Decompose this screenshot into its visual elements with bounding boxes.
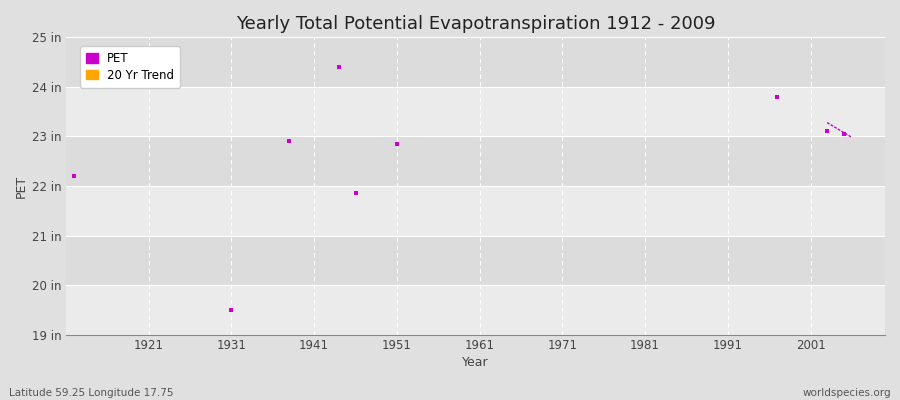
- Legend: PET, 20 Yr Trend: PET, 20 Yr Trend: [80, 46, 180, 88]
- Text: worldspecies.org: worldspecies.org: [803, 388, 891, 398]
- Bar: [66, 87, 885, 136]
- Bar: [66, 37, 885, 87]
- Y-axis label: PET: PET: [15, 174, 28, 198]
- Point: [836, 131, 850, 137]
- Title: Yearly Total Potential Evapotranspiration 1912 - 2009: Yearly Total Potential Evapotranspiratio…: [236, 15, 716, 33]
- Point: [224, 307, 238, 313]
- Bar: [66, 285, 885, 335]
- Point: [770, 94, 785, 100]
- Point: [141, 69, 156, 75]
- X-axis label: Year: Year: [463, 356, 489, 369]
- Point: [67, 173, 81, 179]
- Point: [332, 64, 347, 70]
- Bar: [66, 136, 885, 186]
- Point: [348, 190, 363, 197]
- Point: [820, 128, 834, 135]
- Point: [282, 138, 296, 145]
- Bar: [66, 186, 885, 236]
- Text: Latitude 59.25 Longitude 17.75: Latitude 59.25 Longitude 17.75: [9, 388, 174, 398]
- Bar: [66, 236, 885, 285]
- Point: [390, 141, 404, 147]
